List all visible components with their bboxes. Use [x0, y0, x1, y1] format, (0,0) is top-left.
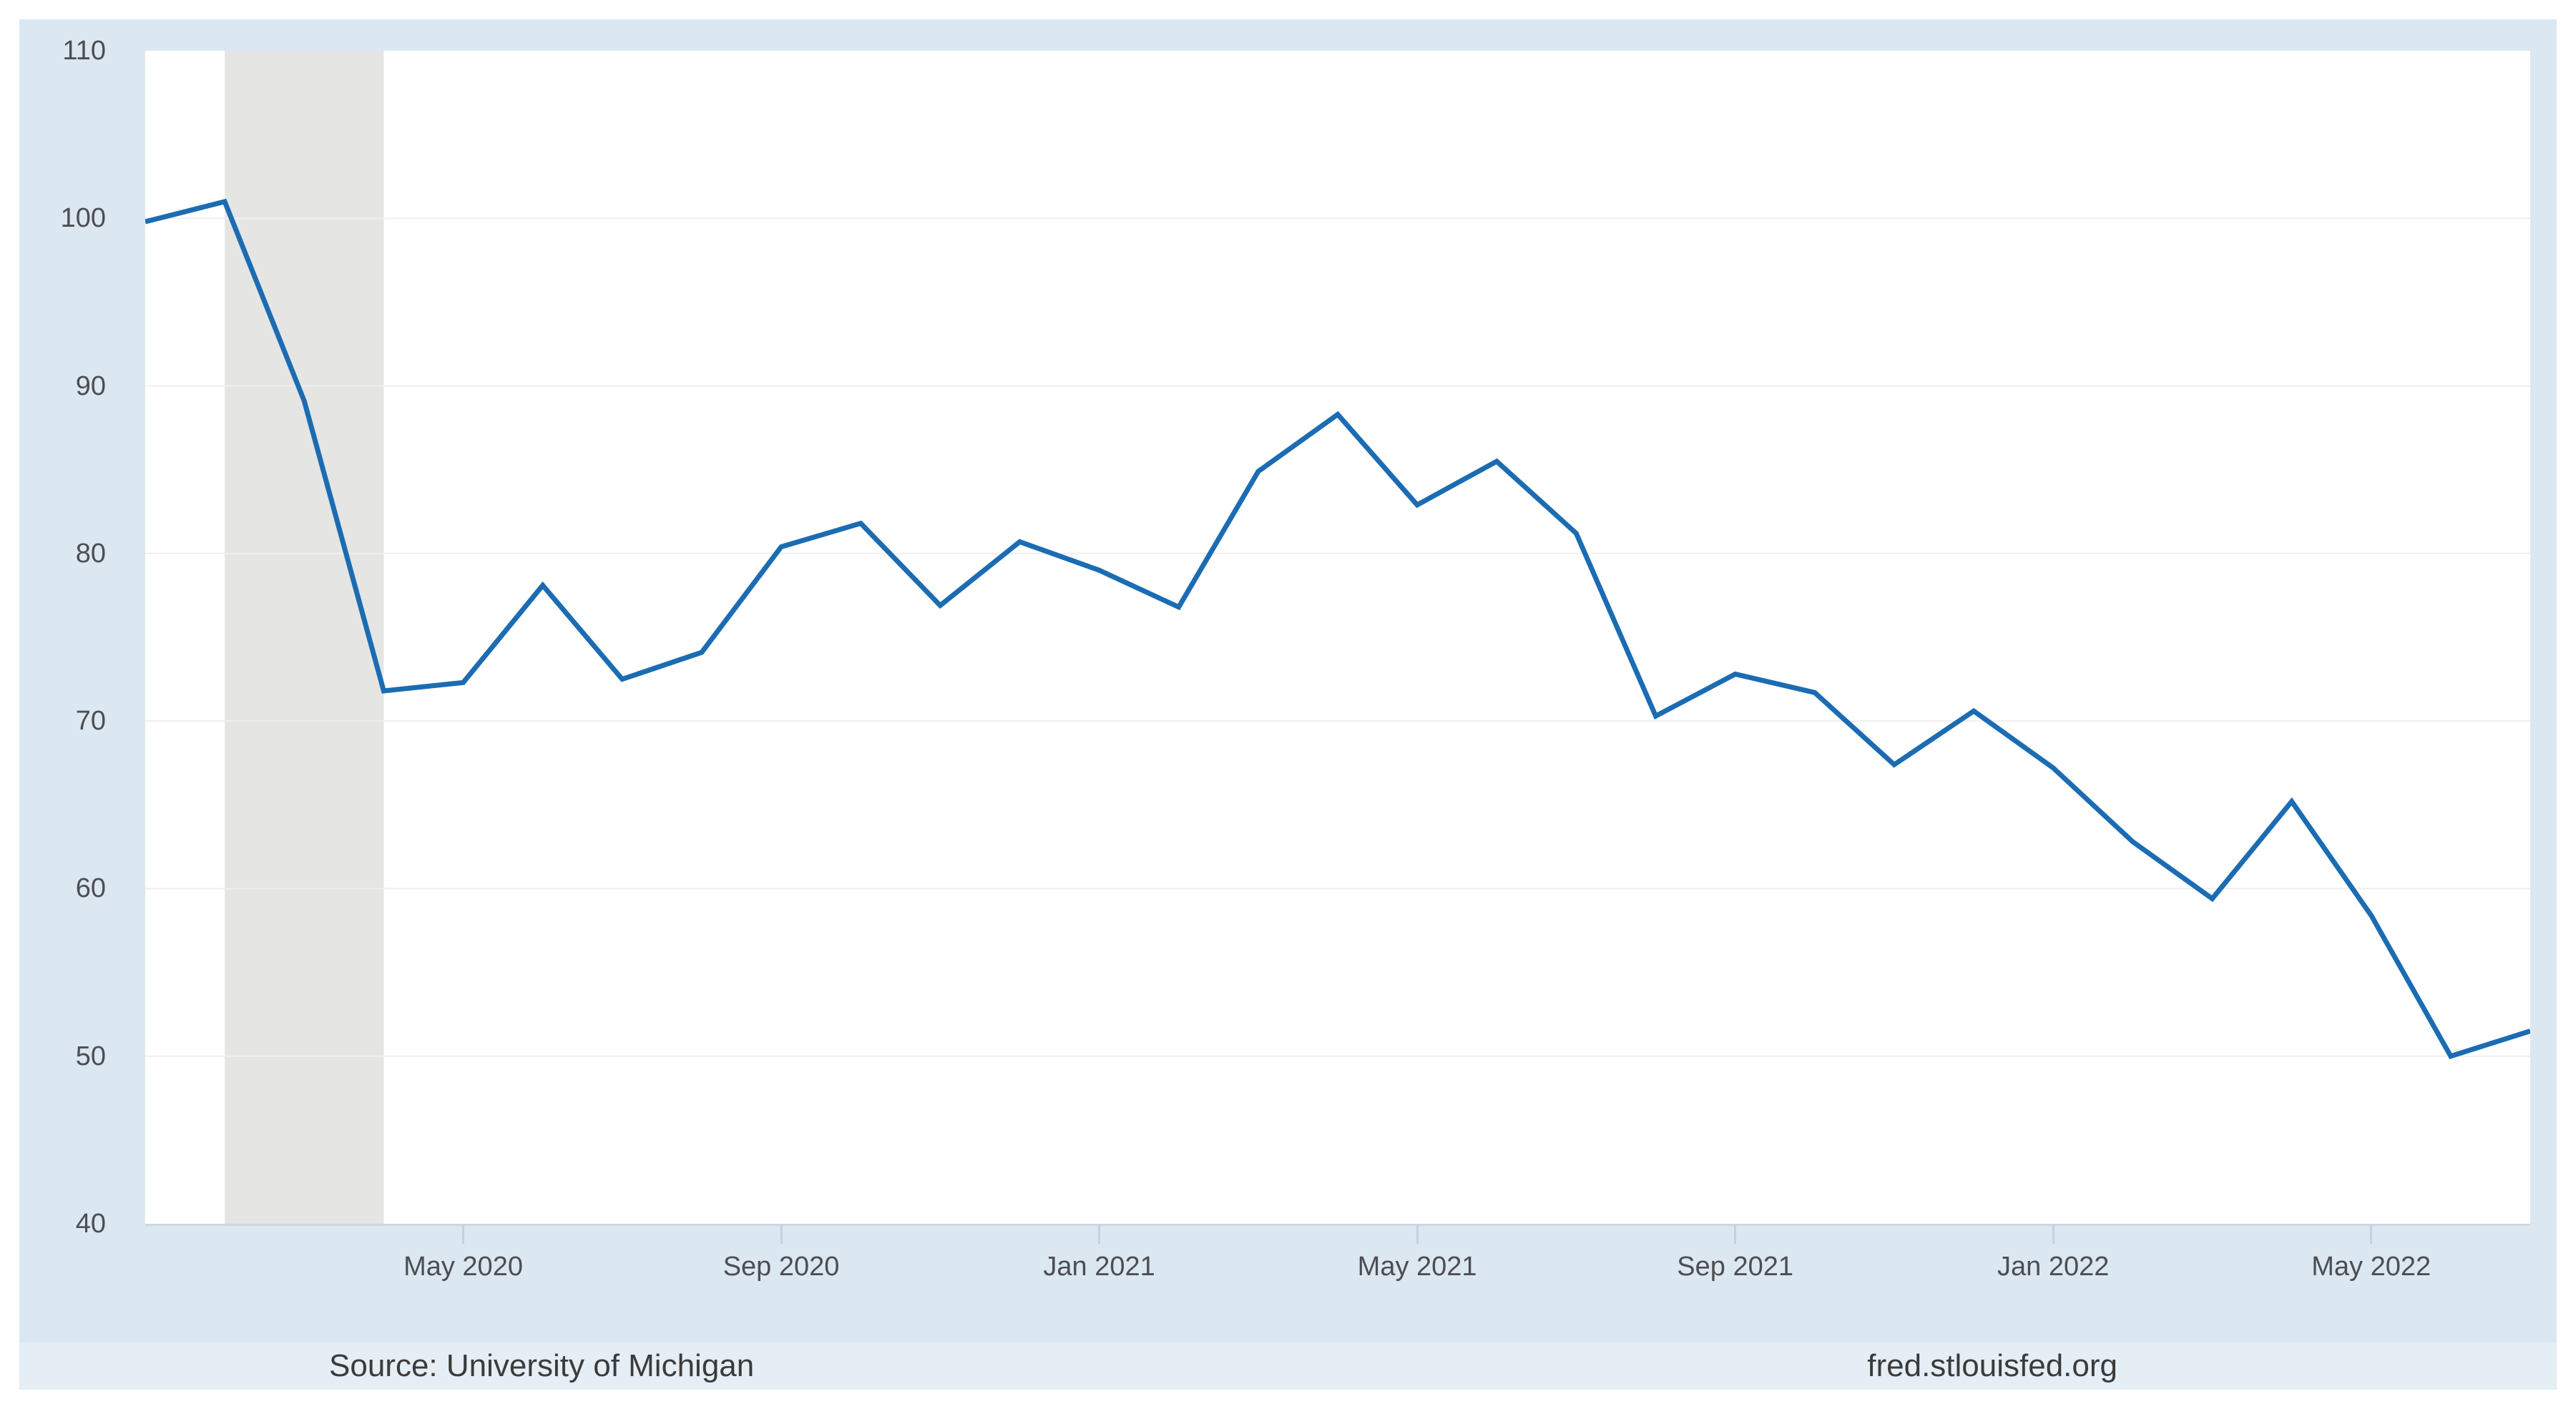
- y-axis-label-80: 80: [75, 538, 106, 569]
- x-axis-tick-sep-2021: [1734, 1224, 1737, 1244]
- y-axis-label-110: 110: [62, 36, 106, 66]
- sentiment-line: [145, 198, 2530, 1059]
- y-axis-label-40: 40: [75, 1209, 106, 1239]
- y-axis-label-50: 50: [75, 1041, 106, 1071]
- x-axis-tick-jan-2021: [1098, 1224, 1101, 1244]
- source-label: Source: University of Michigan: [329, 1348, 755, 1383]
- x-axis-tick-jan-2022: [2052, 1224, 2055, 1244]
- consumer-sentiment-line-chart: [145, 51, 2530, 1224]
- x-axis-label-sep-2021: Sep 2021: [1677, 1252, 1794, 1282]
- y-axis-label-60: 60: [75, 873, 106, 904]
- x-axis-label-may-2020: May 2020: [403, 1252, 523, 1282]
- x-axis-label-sep-2020: Sep 2020: [723, 1252, 840, 1282]
- chart-panel: 110 100 90 80 70 60 50 40 May 2020 Sep 2020 Jan 2…: [19, 19, 2557, 1390]
- x-axis-label-may-2022: May 2022: [2311, 1252, 2431, 1282]
- x-axis-label-may-2021: May 2021: [1357, 1252, 1477, 1282]
- x-axis-tick-sep-2020: [780, 1224, 783, 1244]
- x-axis-tick-may-2020: [462, 1224, 465, 1244]
- x-axis-tick-may-2021: [1416, 1224, 1419, 1244]
- x-axis-label-jan-2022: Jan 2022: [1997, 1252, 2110, 1282]
- plot-area: [145, 51, 2530, 1226]
- y-axis-label-100: 100: [60, 203, 106, 234]
- fred-url-label: fred.stlouisfed.org: [1867, 1348, 2117, 1383]
- y-axis-label-90: 90: [75, 370, 106, 401]
- footer-strip: Source: University of Michigan fred.stlo…: [19, 1342, 2557, 1390]
- x-axis-label-jan-2021: Jan 2021: [1043, 1252, 1155, 1282]
- x-axis-tick-may-2022: [2370, 1224, 2373, 1244]
- recession-band: [225, 51, 384, 1224]
- y-axis-label-70: 70: [75, 706, 106, 737]
